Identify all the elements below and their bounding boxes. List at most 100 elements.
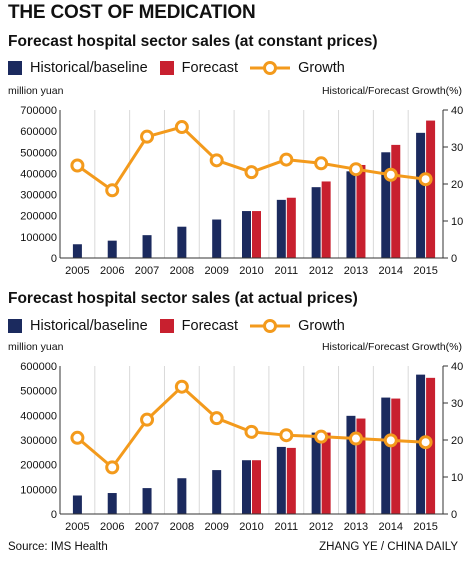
c2-y2tick-label: 30: [451, 398, 463, 410]
c2-xtick-label-2012: 2012: [309, 521, 333, 533]
c2-ytick-label: 600000: [20, 361, 57, 373]
c1-xtick-label-2015: 2015: [413, 265, 437, 277]
c2-xtick-label-2010: 2010: [239, 521, 263, 533]
chart-1-legend: Historical/baseline Forecast Growth: [8, 58, 357, 78]
c1-ytick-label: 100000: [20, 232, 57, 244]
c1-ylabel-left: million yuan: [8, 85, 64, 97]
c1-bar-historical-2013: [346, 171, 356, 258]
c2-bar-historical-2013: [346, 415, 356, 514]
c1-bar-historical-2008: [177, 226, 187, 258]
legend-forecast: Forecast: [159, 318, 239, 334]
c1-bar-historical-2005: [72, 244, 82, 258]
legend-forecast-swatch: [159, 61, 174, 75]
c2-growth-point-2010: [244, 424, 259, 439]
c2-ytick-label: 100000: [20, 484, 57, 496]
c2-xtick-label-2008: 2008: [170, 521, 194, 533]
c2-ytick-label: 0: [51, 509, 57, 521]
c2-bar-historical-2011: [276, 446, 286, 514]
c2-bar-forecast-2012: [321, 432, 331, 514]
c1-growth-point-2008: [174, 120, 189, 135]
c1-ytick-label: 700000: [20, 105, 57, 117]
c1-y2tick-label: 10: [451, 216, 463, 228]
c1-growth-point-2005: [70, 158, 85, 173]
c1-y2tick-label: 0: [451, 253, 457, 265]
c2-ytick-label: 300000: [20, 435, 57, 447]
c2-xtick-label-2006: 2006: [100, 521, 124, 533]
c1-xtick-label-2011: 2011: [274, 265, 298, 277]
c1-xtick-label-2005: 2005: [65, 265, 89, 277]
c2-ylabel-left: million yuan: [8, 341, 64, 353]
c2-bar-historical-2005: [72, 495, 82, 514]
legend-forecast-label: Forecast: [181, 60, 239, 76]
legend-forecast-swatch: [159, 319, 174, 333]
page-title: THE COST OF MEDICATION: [8, 2, 256, 23]
c1-growth-point-2012: [314, 156, 329, 171]
c2-xtick-label-2014: 2014: [379, 521, 403, 533]
legend-historical-swatch: [8, 319, 22, 333]
c1-growth-point-2006: [105, 183, 120, 198]
c1-xtick-label-2013: 2013: [344, 265, 368, 277]
c2-xtick-label-2015: 2015: [413, 521, 437, 533]
c2-y2tick-label: 40: [451, 361, 463, 373]
c1-growth-point-2010: [244, 165, 259, 180]
c2-bar-forecast-2013: [356, 418, 366, 514]
c1-bar-historical-2011: [276, 199, 286, 258]
legend-historical-label: Historical/baseline: [30, 318, 148, 334]
legend-growth-label: Growth: [298, 60, 345, 76]
c1-ytick-label: 500000: [20, 147, 57, 159]
source-note: Source: IMS Health: [8, 541, 108, 553]
c1-xtick-label-2012: 2012: [309, 265, 333, 277]
c1-ylabel-right: Historical/Forecast Growth(%): [322, 85, 462, 97]
c2-bar-historical-2009: [212, 470, 222, 514]
c1-bar-historical-2010: [242, 211, 251, 258]
c1-bar-historical-2009: [212, 219, 222, 258]
c2-ytick-label: 400000: [20, 410, 57, 422]
c2-growth-point-2006: [105, 460, 120, 475]
c1-bar-forecast-2011: [286, 197, 296, 258]
c2-growth-point-2005: [70, 430, 85, 445]
c1-growth-point-2011: [279, 152, 294, 167]
c1-xtick-label-2006: 2006: [100, 265, 124, 277]
c2-bar-historical-2007: [142, 488, 152, 514]
c2-xtick-label-2011: 2011: [274, 521, 298, 533]
c2-growth-point-2013: [348, 431, 363, 446]
c1-xtick-label-2007: 2007: [135, 265, 159, 277]
c1-ytick-label: 0: [51, 253, 57, 265]
c1-y2tick-label: 40: [451, 105, 463, 117]
c2-growth-point-2014: [383, 433, 398, 448]
c2-ylabel-right: Historical/Forecast Growth(%): [322, 341, 462, 353]
c2-xtick-label-2013: 2013: [344, 521, 368, 533]
c2-y2tick-label: 0: [451, 509, 457, 521]
legend-growth-label: Growth: [298, 318, 345, 334]
c1-bar-historical-2006: [107, 240, 117, 258]
c2-xtick-label-2009: 2009: [204, 521, 228, 533]
c1-bar-historical-2012: [311, 187, 321, 258]
c2-bar-forecast-2011: [286, 447, 296, 514]
c1-growth-point-2014: [383, 167, 398, 182]
c1-bar-historical-2007: [142, 235, 152, 258]
c1-xtick-label-2014: 2014: [379, 265, 403, 277]
c2-growth-point-2012: [314, 429, 329, 444]
c1-y2tick-label: 20: [451, 179, 463, 191]
c1-ytick-label: 600000: [20, 126, 57, 138]
c2-bar-historical-2008: [177, 478, 187, 514]
c1-ytick-label: 400000: [20, 168, 57, 180]
c1-growth-point-2013: [348, 162, 363, 177]
c1-bar-historical-2014: [381, 152, 391, 258]
c2-ytick-label: 200000: [20, 460, 57, 472]
c2-ytick-label: 500000: [20, 386, 57, 398]
legend-growth: Growth: [250, 318, 345, 334]
c2-bar-forecast-2014: [391, 398, 401, 514]
c1-bar-forecast-2014: [391, 144, 401, 258]
legend-forecast-label: Forecast: [181, 318, 239, 334]
legend-historical-swatch: [8, 61, 22, 75]
c2-growth-point-2011: [279, 428, 294, 443]
c2-bar-historical-2012: [311, 432, 321, 514]
c2-bar-historical-2014: [381, 397, 391, 514]
c1-ytick-label: 300000: [20, 190, 57, 202]
c2-growth-point-2009: [209, 411, 224, 426]
c1-growth-point-2007: [140, 129, 155, 144]
legend-growth: Growth: [250, 60, 345, 76]
c1-xtick-label-2010: 2010: [239, 265, 263, 277]
c2-xtick-label-2005: 2005: [65, 521, 89, 533]
